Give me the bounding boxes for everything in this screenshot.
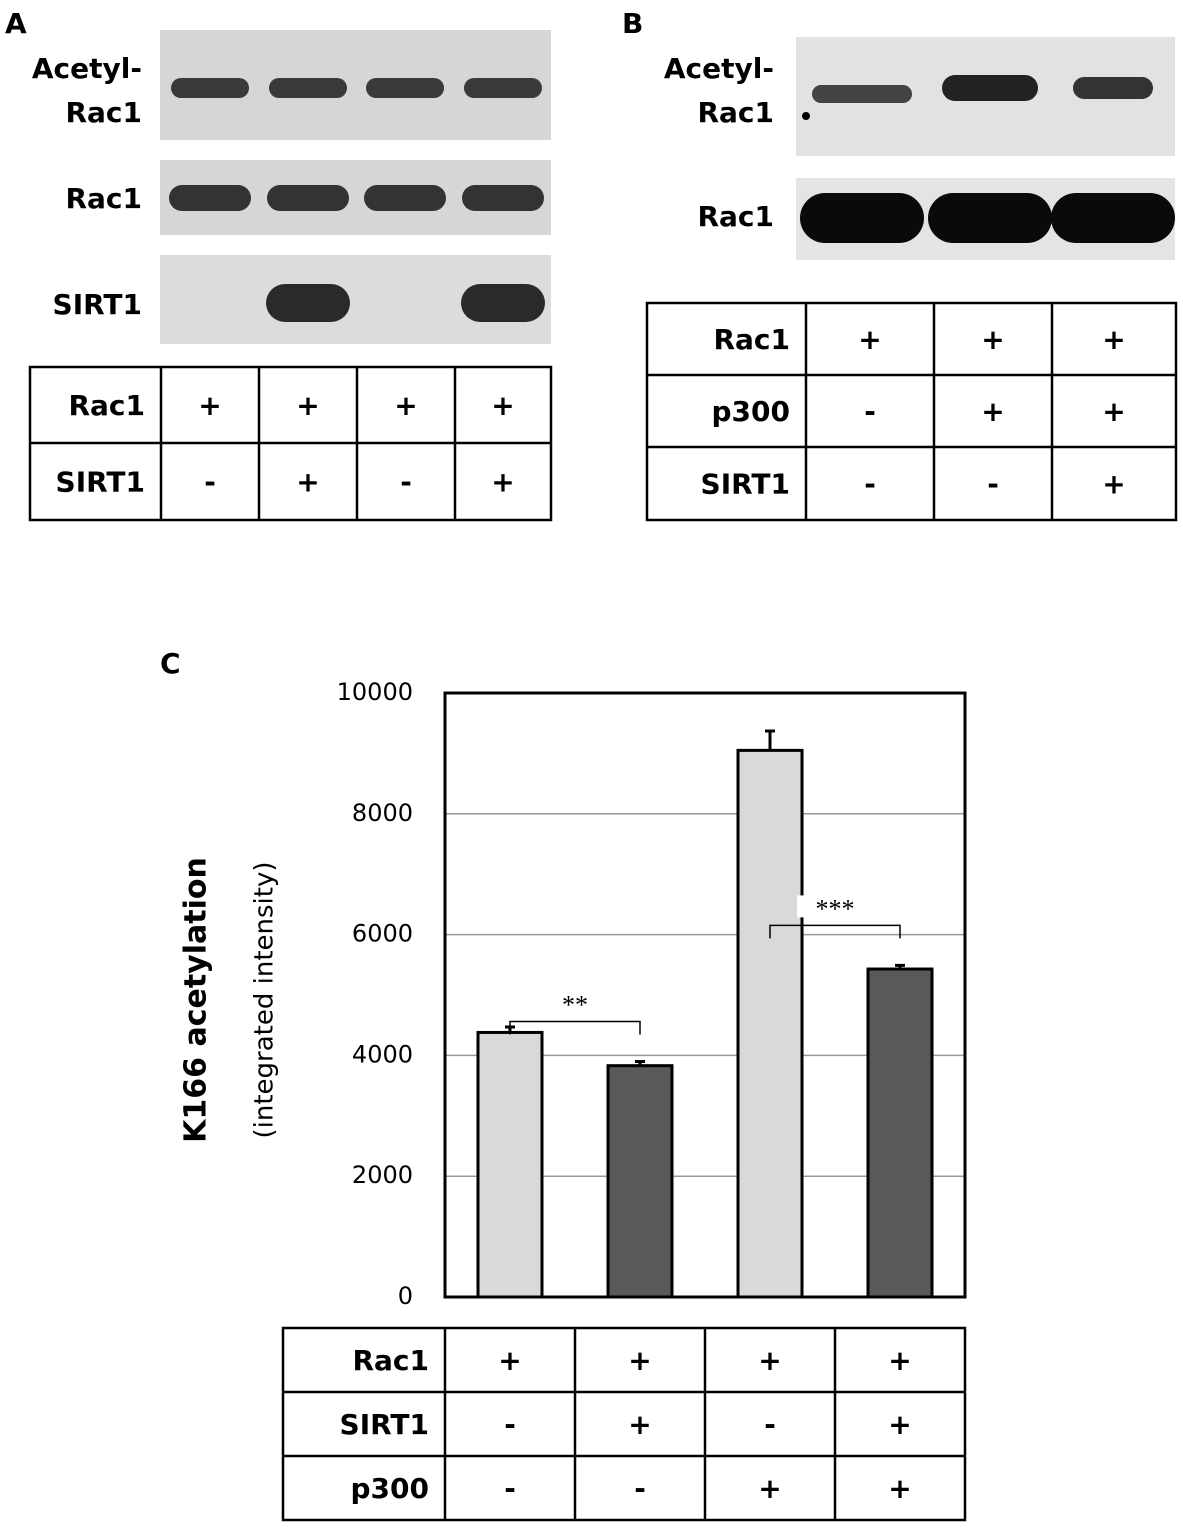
significance-bracket (509, 1020, 641, 1035)
panel-label: B (622, 7, 643, 40)
bar (606, 1064, 674, 1299)
bar (866, 967, 934, 1299)
panel-label: A (5, 7, 27, 40)
band (1073, 77, 1153, 99)
significance-label: ** (562, 990, 588, 1019)
cell: + (628, 1344, 651, 1377)
y-axis-subtitle: (integrated intensity) (250, 862, 280, 1139)
blot-label: Rac1 (697, 96, 774, 129)
cell: + (296, 389, 319, 422)
cell: - (764, 1408, 776, 1441)
annotation-bg (797, 895, 873, 918)
band (266, 284, 350, 322)
blot-label: Rac1 (65, 182, 142, 215)
cell: + (758, 1344, 781, 1377)
band (366, 78, 444, 98)
band (462, 185, 544, 211)
plot-frame (443, 691, 967, 1299)
cell: - (400, 466, 412, 499)
cell: - (504, 1408, 516, 1441)
row-label: Rac1 (68, 389, 145, 422)
band (169, 185, 251, 211)
band (800, 193, 924, 243)
error-bar (895, 963, 905, 970)
cell: + (758, 1472, 781, 1505)
y-tick-label: 6000 (352, 920, 413, 948)
cell: + (198, 389, 221, 422)
cell: - (204, 466, 216, 499)
y-tick-label: 0 (398, 1282, 413, 1310)
band (1051, 193, 1175, 243)
cell: - (634, 1472, 646, 1505)
blot-label: Rac1 (65, 96, 142, 129)
band (812, 85, 912, 103)
row-label: SIRT1 (340, 1408, 429, 1441)
bar (736, 748, 804, 1299)
y-tick-label: 10000 (337, 678, 413, 706)
error-bar (635, 1059, 645, 1066)
band (267, 185, 349, 211)
cell: - (864, 395, 876, 428)
cell: + (888, 1472, 911, 1505)
band (928, 193, 1052, 243)
panel-label: C (160, 647, 181, 680)
blot-label: SIRT1 (53, 288, 142, 321)
row-label: SIRT1 (701, 468, 790, 501)
cell: + (296, 466, 319, 499)
cell: + (498, 1344, 521, 1377)
cell: + (888, 1408, 911, 1441)
row-label: p300 (712, 395, 791, 428)
cell: + (1102, 395, 1125, 428)
blot-label: Acetyl- (32, 52, 142, 85)
band (171, 78, 249, 98)
blot-label: Rac1 (697, 200, 774, 233)
cell: + (491, 466, 514, 499)
cell: + (628, 1408, 651, 1441)
row-label: Rac1 (352, 1344, 429, 1377)
blot-spot (802, 112, 810, 120)
cell: + (981, 323, 1004, 356)
band (364, 185, 446, 211)
cell: + (1102, 323, 1125, 356)
cell: + (491, 389, 514, 422)
cell: + (981, 395, 1004, 428)
y-tick-label: 2000 (352, 1161, 413, 1189)
band (942, 75, 1038, 101)
significance-label: *** (816, 894, 855, 923)
y-tick-label: 8000 (352, 799, 413, 827)
annotation-bg (537, 991, 613, 1014)
error-bar (765, 729, 775, 751)
cell: - (987, 468, 999, 501)
band (464, 78, 542, 98)
cell: - (504, 1472, 516, 1505)
band (269, 78, 347, 98)
table-frame (645, 301, 1178, 522)
table-frame (281, 1326, 967, 1522)
significance-bracket (769, 924, 901, 939)
cell: - (864, 468, 876, 501)
y-axis-title: K166 acetylation (179, 857, 214, 1143)
cell: + (1102, 468, 1125, 501)
cell: + (858, 323, 881, 356)
bar (476, 1030, 544, 1299)
row-label: p300 (351, 1472, 430, 1505)
row-label: SIRT1 (56, 466, 145, 499)
band (461, 284, 545, 322)
cell: + (394, 389, 417, 422)
cell: + (888, 1344, 911, 1377)
y-tick-label: 4000 (352, 1040, 413, 1068)
blot-label: Acetyl- (664, 52, 774, 85)
row-label: Rac1 (713, 323, 790, 356)
